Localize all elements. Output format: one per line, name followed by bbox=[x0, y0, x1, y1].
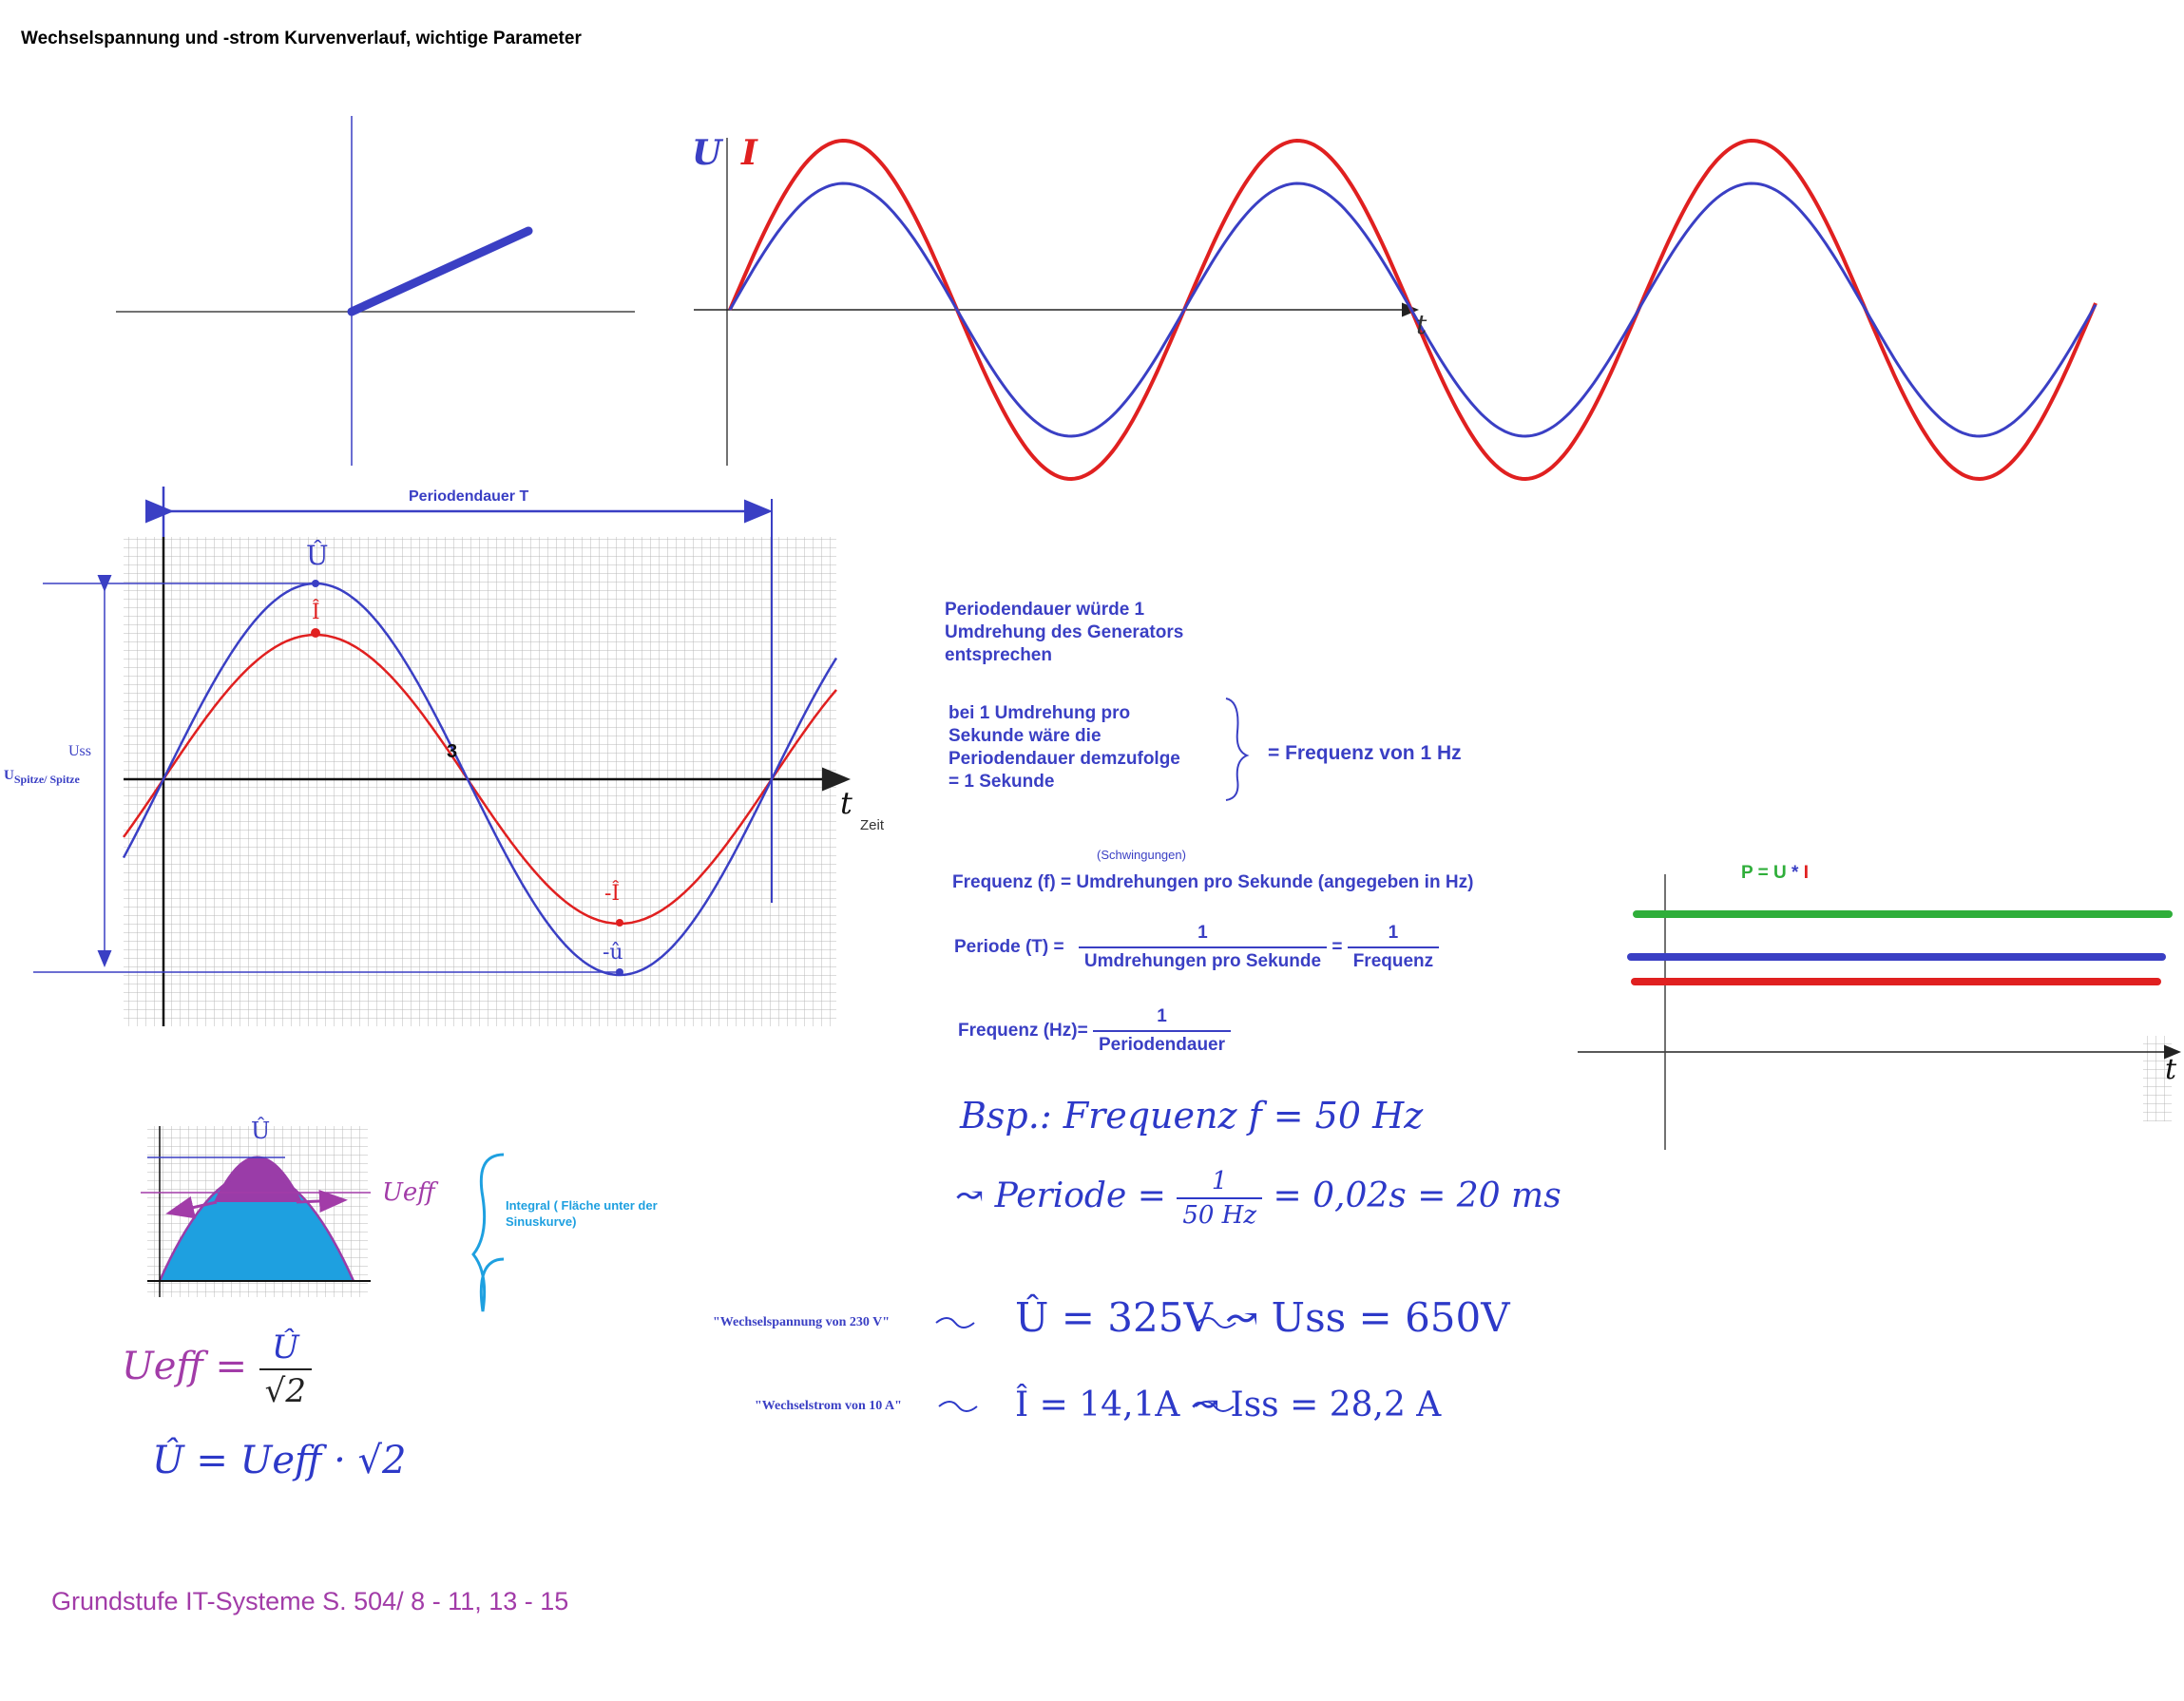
power-formula-label: P = U * I bbox=[1741, 863, 1809, 884]
ueff-graph-label: Ueff bbox=[382, 1178, 435, 1207]
top-u-label: U bbox=[692, 133, 722, 173]
schwingungen-label: (Schwingungen) bbox=[1097, 848, 1186, 862]
minus-u-hat-label: -û bbox=[603, 941, 623, 965]
freq-hz-label: Frequenz (Hz)= bbox=[958, 1021, 1088, 1042]
current-equation: Î = 14,1A ↝ Iss = 28,2 A bbox=[1015, 1386, 1442, 1424]
periode-formula: Periode (T) = 1 Umdrehungen pro Sekunde =… bbox=[954, 922, 1440, 973]
fraction-3: 1 Periodendauer bbox=[1092, 1005, 1232, 1057]
fraction-2: 1 Frequenz bbox=[1347, 922, 1440, 973]
bei-note-line: Sekunde wäre die bbox=[948, 726, 1102, 746]
equals-sign: = bbox=[1331, 937, 1343, 958]
small-u-hat-label: Û bbox=[251, 1118, 271, 1144]
period-t-label: t bbox=[840, 785, 853, 821]
footer-reference: Grundstufe IT-Systeme S. 504/ 8 - 11, 13… bbox=[51, 1587, 569, 1615]
i-min-dot bbox=[616, 919, 623, 927]
page-title: Wechselspannung und -strom Kurvenverlauf… bbox=[21, 29, 582, 48]
marker-3: 3 bbox=[447, 741, 458, 762]
bei-note-line: = 1 Sekunde bbox=[948, 772, 1055, 792]
integral-note: Integral ( Fläche unter der Sinuskurve) bbox=[506, 1198, 658, 1229]
period-current-curve bbox=[122, 633, 837, 926]
period-note-line: Periodendauer würde 1 bbox=[945, 600, 1145, 620]
bei-bracket bbox=[1225, 698, 1250, 801]
u-min-dot bbox=[616, 968, 623, 976]
squiggle-arrow-1 bbox=[935, 1317, 975, 1328]
quote-voltage: "Wechselspannung von 230 V" bbox=[713, 1315, 891, 1329]
squiggle-arrow-4 bbox=[1195, 1401, 1235, 1412]
u-peak-dot bbox=[312, 580, 319, 587]
bei-note-line: bei 1 Umdrehung pro bbox=[948, 703, 1131, 723]
period-voltage-curve bbox=[122, 582, 838, 977]
fraction-1: 1 Umdrehungen pro Sekunde bbox=[1078, 922, 1328, 973]
formula-ueff-fraction: Û √2 bbox=[259, 1328, 312, 1410]
fraction-3-den: Periodendauer bbox=[1092, 1030, 1232, 1057]
period-note-line: Umdrehung des Generators bbox=[945, 622, 1184, 642]
voltage-equation: Û = 325V ↝ Uss = 650V bbox=[1015, 1294, 1510, 1341]
bei-note-line: Periodendauer demzufolge bbox=[948, 749, 1180, 769]
formula-ueff-num: Û bbox=[271, 1328, 299, 1367]
frequency-definition: Frequenz (f) = Umdrehungen pro Sekunde (… bbox=[952, 872, 1474, 892]
frequency-result: = Frequenz von 1 Hz bbox=[1268, 742, 1462, 764]
example-periode-den: 50 Hz bbox=[1177, 1197, 1263, 1230]
fraction-1-den: Umdrehungen pro Sekunde bbox=[1078, 946, 1328, 973]
zeit-label: Zeit bbox=[860, 817, 885, 833]
frequency-formula: Frequenz (Hz)= 1 Periodendauer bbox=[958, 1005, 1232, 1057]
formula-ueff-den: √2 bbox=[259, 1368, 312, 1410]
i-hat-label: Î bbox=[312, 601, 320, 624]
u-spitze-label: USpitze/ Spitze bbox=[4, 768, 80, 787]
period-grid bbox=[124, 537, 836, 1026]
integral-brace bbox=[471, 1153, 505, 1312]
fraction-1-num: 1 bbox=[1197, 923, 1208, 943]
squiggle-arrow-3 bbox=[938, 1401, 978, 1412]
quote-current: "Wechselstrom von 10 A" bbox=[755, 1399, 902, 1413]
period-note-line: entsprechen bbox=[945, 645, 1052, 665]
bei-note: bei 1 Umdrehung pro Sekunde wäre die Per… bbox=[948, 702, 1180, 793]
example-periode: ↝ Periode = 1 50 Hz = 0,02s = 20 ms bbox=[955, 1167, 1561, 1230]
fraction-2-num: 1 bbox=[1388, 923, 1399, 943]
u-spitze-sub: Spitze/ Spitze bbox=[13, 773, 80, 786]
period-label: Periodendauer T bbox=[409, 488, 529, 505]
example-periode-fraction: 1 50 Hz bbox=[1177, 1167, 1263, 1230]
uss-label: Uss bbox=[68, 743, 92, 759]
formula-u-hat: Û = Ueff · √2 bbox=[152, 1439, 407, 1482]
period-note: Periodendauer würde 1 Umdrehung des Gene… bbox=[945, 599, 1183, 667]
example-periode-prefix: ↝ Periode = bbox=[955, 1176, 1166, 1215]
u-hat-label: Û bbox=[306, 540, 329, 571]
example-periode-result: = 0,02s = 20 ms bbox=[1273, 1176, 1561, 1215]
top-i-label: I bbox=[741, 133, 757, 173]
u-spitze-main: U bbox=[4, 768, 14, 783]
top-sine-graph bbox=[694, 138, 2098, 482]
fraction-3-num: 1 bbox=[1157, 1006, 1167, 1026]
power-star-label: * bbox=[1791, 863, 1804, 883]
squiggle-arrow-2 bbox=[1197, 1317, 1236, 1328]
power-t-label: t bbox=[2165, 1053, 2177, 1086]
formula-ueff: Ueff = Û √2 bbox=[122, 1328, 312, 1410]
periode-label: Periode (T) = bbox=[954, 937, 1064, 958]
period-graph bbox=[33, 487, 851, 1026]
minus-i-hat-label: -Î bbox=[604, 882, 621, 906]
peak-area bbox=[214, 1156, 302, 1202]
fraction-2-den: Frequenz bbox=[1347, 946, 1440, 973]
top-voltage-curve bbox=[728, 182, 2098, 438]
power-p-label: P bbox=[1741, 863, 1753, 883]
example-periode-num: 1 bbox=[1211, 1167, 1228, 1195]
phasor-diagram bbox=[116, 116, 635, 466]
top-t-label: t bbox=[1416, 309, 1427, 340]
phasor-vector bbox=[347, 226, 533, 316]
ueff-graph bbox=[141, 1126, 371, 1297]
formula-ueff-left: Ueff = bbox=[122, 1345, 247, 1388]
power-eq-label: = U bbox=[1753, 863, 1791, 883]
example-frequency: Bsp.: Frequenz f = 50 Hz bbox=[960, 1095, 1424, 1137]
power-graph bbox=[1578, 874, 2181, 1150]
i-peak-dot bbox=[311, 628, 320, 638]
power-i-label: I bbox=[1803, 863, 1809, 883]
